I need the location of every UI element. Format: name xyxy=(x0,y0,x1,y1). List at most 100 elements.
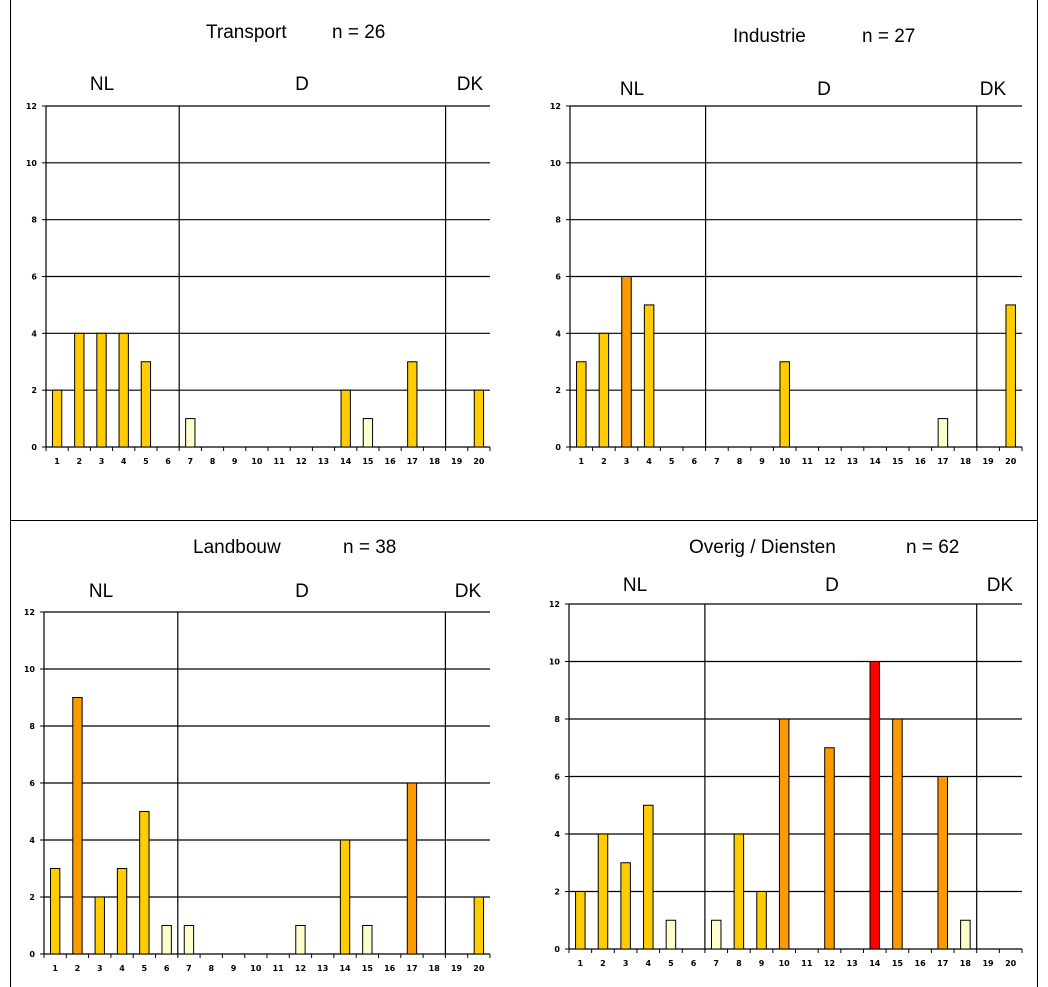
x-tick-label: 7 xyxy=(188,457,194,466)
x-tick-label: 1 xyxy=(52,964,58,973)
x-tick-label: 10 xyxy=(779,457,791,466)
x-tick-label: 10 xyxy=(250,964,262,973)
x-tick-label: 4 xyxy=(646,457,652,466)
x-tick-label: 6 xyxy=(164,964,170,973)
x-tick-label: 12 xyxy=(296,457,307,466)
x-tick-label: 17 xyxy=(406,964,417,973)
x-tick-label: 15 xyxy=(362,457,374,466)
x-tick-label: 13 xyxy=(317,964,328,973)
x-tick-label: 14 xyxy=(869,959,881,968)
bar xyxy=(575,891,586,950)
x-tick-label: 18 xyxy=(429,964,441,973)
x-tick-label: 12 xyxy=(824,959,835,968)
y-tick-label: 10 xyxy=(549,658,561,667)
y-tick-label: 0 xyxy=(31,443,37,452)
x-tick-label: 10 xyxy=(779,959,791,968)
y-tick-label: 10 xyxy=(26,159,38,168)
x-tick-label: 4 xyxy=(121,457,127,466)
bar xyxy=(576,361,587,448)
bar xyxy=(937,418,949,448)
y-tick-label: 8 xyxy=(555,216,561,225)
y-tick-label: 4 xyxy=(555,329,561,338)
y-tick-label: 12 xyxy=(24,608,35,617)
region-label-nl: NL xyxy=(90,74,114,95)
bar xyxy=(597,833,609,950)
bar xyxy=(937,776,948,950)
y-tick-label: 4 xyxy=(31,329,37,338)
x-tick-label: 14 xyxy=(340,457,352,466)
x-tick-label: 16 xyxy=(915,959,927,968)
chart-title: Overig / Diensten xyxy=(689,537,836,558)
x-tick-label: 5 xyxy=(669,457,675,466)
region-label-d: D xyxy=(817,79,831,100)
bar xyxy=(665,919,677,950)
bar xyxy=(340,389,351,448)
x-tick-label: 17 xyxy=(407,457,418,466)
x-tick-label: 11 xyxy=(273,964,285,973)
x-tick-label: 19 xyxy=(451,964,463,973)
region-label-dk: DK xyxy=(980,79,1007,100)
bar xyxy=(643,804,654,950)
x-tick-label: 8 xyxy=(208,964,214,973)
chart-title: Industrie xyxy=(733,26,806,47)
x-tick-label: 14 xyxy=(870,457,882,466)
bar xyxy=(1005,304,1016,448)
x-tick-label: 15 xyxy=(362,964,374,973)
sample-size-label: n = 62 xyxy=(906,537,959,558)
bar xyxy=(473,389,485,448)
x-tick-label: 4 xyxy=(119,964,125,973)
bar xyxy=(295,925,306,955)
x-tick-label: 18 xyxy=(960,457,972,466)
bar xyxy=(869,661,881,950)
y-tick-label: 6 xyxy=(555,273,561,282)
x-tick-label: 19 xyxy=(982,959,994,968)
x-tick-label: 8 xyxy=(736,959,742,968)
y-tick-label: 0 xyxy=(29,950,35,959)
x-tick-label: 18 xyxy=(429,457,441,466)
chart-title: Transport xyxy=(206,22,287,43)
x-tick-label: 1 xyxy=(578,959,584,968)
region-label-nl: NL xyxy=(89,581,113,602)
bar xyxy=(406,782,418,955)
x-tick-label: 5 xyxy=(142,964,148,973)
x-tick-label: 11 xyxy=(801,959,813,968)
sample-size-label: n = 27 xyxy=(862,26,915,47)
sample-size-label: n = 26 xyxy=(332,22,385,43)
x-tick-label: 17 xyxy=(937,457,948,466)
y-tick-label: 12 xyxy=(549,600,560,609)
bar xyxy=(74,332,85,448)
x-tick-label: 20 xyxy=(1005,457,1017,466)
x-tick-label: 5 xyxy=(143,457,149,466)
y-tick-label: 0 xyxy=(555,443,561,452)
bar xyxy=(621,276,632,448)
x-tick-label: 6 xyxy=(165,457,171,466)
bar xyxy=(892,718,903,950)
x-tick-label: 2 xyxy=(600,959,606,968)
x-tick-label: 11 xyxy=(802,457,814,466)
bar xyxy=(620,862,631,950)
bar xyxy=(139,811,150,955)
x-tick-label: 15 xyxy=(892,959,904,968)
x-tick-label: 13 xyxy=(318,457,329,466)
x-tick-label: 7 xyxy=(186,964,192,973)
bar xyxy=(407,361,418,448)
y-tick-label: 2 xyxy=(555,386,561,395)
x-tick-label: 14 xyxy=(339,964,351,973)
y-tick-label: 2 xyxy=(31,386,37,395)
bar xyxy=(733,833,745,950)
x-tick-label: 17 xyxy=(937,959,948,968)
bar xyxy=(51,389,63,448)
x-tick-label: 9 xyxy=(232,457,238,466)
bar xyxy=(94,896,105,955)
x-tick-label: 20 xyxy=(473,457,485,466)
x-tick-label: 7 xyxy=(714,457,720,466)
region-label-dk: DK xyxy=(987,575,1014,596)
y-tick-label: 10 xyxy=(550,159,562,168)
bar xyxy=(116,868,128,955)
x-tick-label: 18 xyxy=(960,959,972,968)
x-tick-label: 7 xyxy=(713,959,719,968)
x-tick-label: 13 xyxy=(847,959,858,968)
bar xyxy=(118,332,129,448)
